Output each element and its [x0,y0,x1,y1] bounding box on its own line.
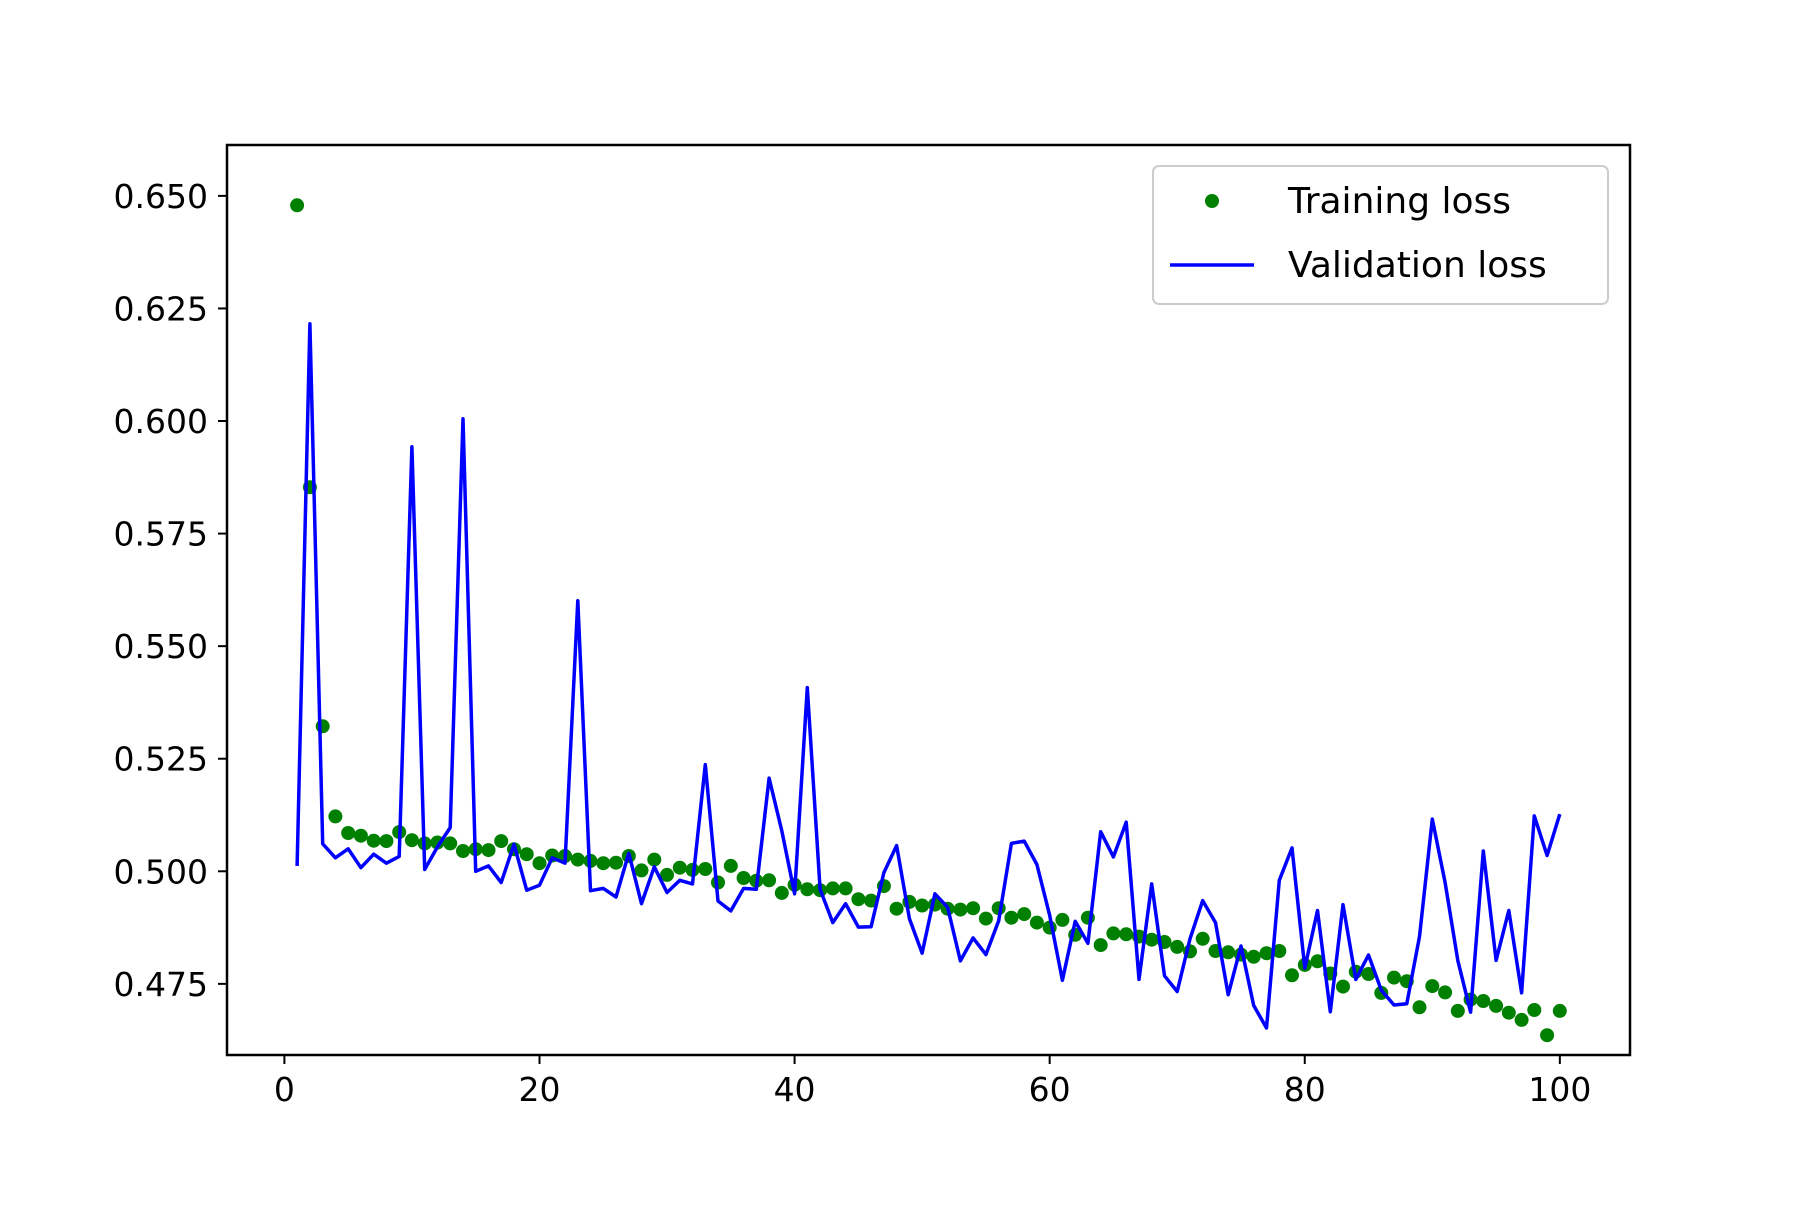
training-loss-point [889,901,904,916]
training-loss-point [864,893,879,908]
training-loss-point [1093,938,1108,953]
training-loss-point [634,863,649,878]
x-tick-label: 100 [1528,1070,1591,1109]
training-loss-point [1259,946,1274,961]
training-loss-point [1361,967,1376,981]
legend-label-validation-loss: Validation loss [1288,245,1547,286]
training-loss-point [1438,985,1453,1000]
x-tick-label: 0 [274,1070,295,1109]
training-loss-point [443,836,458,851]
training-loss-point [672,860,687,875]
training-loss-point [647,852,662,867]
training-loss-point [532,856,547,871]
plot-marks [290,198,1567,1043]
training-loss-point [762,873,777,888]
legend-marker-training-loss [1205,194,1219,208]
training-loss-point [366,833,381,848]
y-tick-label: 0.500 [114,852,208,891]
training-loss-point [1476,994,1491,1008]
axis-ticks: 0 20 40 60 80 100 0.475 0.500 0.525 0.550 0.575 0.6… [114,177,1592,1109]
training-loss-point [1552,1003,1567,1018]
training-loss-point [660,867,674,882]
training-loss-point [353,828,368,843]
training-loss-point [404,833,419,848]
training-loss-point [736,871,751,885]
training-loss-point [1501,1005,1516,1020]
legend-box [1152,165,1609,305]
training-loss-point [1119,927,1134,942]
training-loss-point [328,809,343,824]
training-loss-point [1285,968,1299,983]
y-tick-label: 0.650 [114,177,208,216]
training-loss-point [494,834,509,849]
y-tick-label: 0.600 [114,402,208,441]
training-loss-point [1310,954,1325,969]
training-loss-point [1450,1003,1465,1018]
training-loss-point [290,198,305,213]
training-loss-point [379,834,394,849]
training-loss-point [774,885,789,900]
axes-frame [225,143,1632,1057]
x-tick-label: 40 [774,1070,816,1109]
training-loss-point [519,847,534,862]
y-tick-label: 0.475 [114,965,208,1004]
legend-label-training-loss: Training loss [1287,181,1511,222]
training-loss-point [800,882,815,897]
y-tick-label: 0.525 [114,740,208,779]
training-loss-point [698,862,713,876]
training-loss-point [315,719,330,734]
training-loss-point [1272,944,1287,958]
training-loss-point [1170,939,1185,954]
training-loss-point [1425,979,1440,994]
training-loss-point [570,852,585,867]
training-loss-point [1144,932,1159,947]
training-loss-point [978,911,993,926]
training-loss-point [456,844,470,858]
training-loss-point [1246,949,1261,964]
training-loss-point [1195,931,1210,946]
training-loss-point [1055,912,1070,927]
training-loss-point [1004,910,1019,925]
training-loss-point [1489,998,1504,1013]
training-loss-point [1017,907,1032,922]
y-tick-label: 0.625 [114,289,208,328]
training-loss-point [609,855,623,870]
legend: Training loss Validation loss [1152,165,1609,305]
training-loss-point [1029,915,1044,930]
training-loss-point [723,858,738,873]
validation-loss-line [295,322,1562,1030]
training-loss-point [851,892,866,907]
y-tick-label: 0.575 [114,515,208,554]
x-tick-label: 80 [1284,1070,1326,1109]
training-loss-point [1412,1000,1427,1015]
x-tick-label: 20 [518,1070,560,1109]
training-loss-point [825,881,840,896]
training-loss-point [1387,970,1401,985]
training-loss-point [915,898,930,913]
training-loss-point [1221,945,1236,960]
training-loss-point [596,856,611,871]
training-loss-point [1336,979,1350,994]
training-loss-point [966,901,981,916]
training-loss-point [838,881,853,896]
training-loss-point [481,843,496,858]
training-loss-point [1527,1003,1542,1017]
y-tick-label: 0.550 [114,627,208,666]
x-tick-label: 60 [1029,1070,1071,1109]
training-loss-point [1540,1028,1555,1043]
training-loss-point [1514,1012,1529,1027]
training-loss-point [953,902,968,917]
training-loss-point [341,826,356,840]
training-loss-point [1106,926,1121,941]
